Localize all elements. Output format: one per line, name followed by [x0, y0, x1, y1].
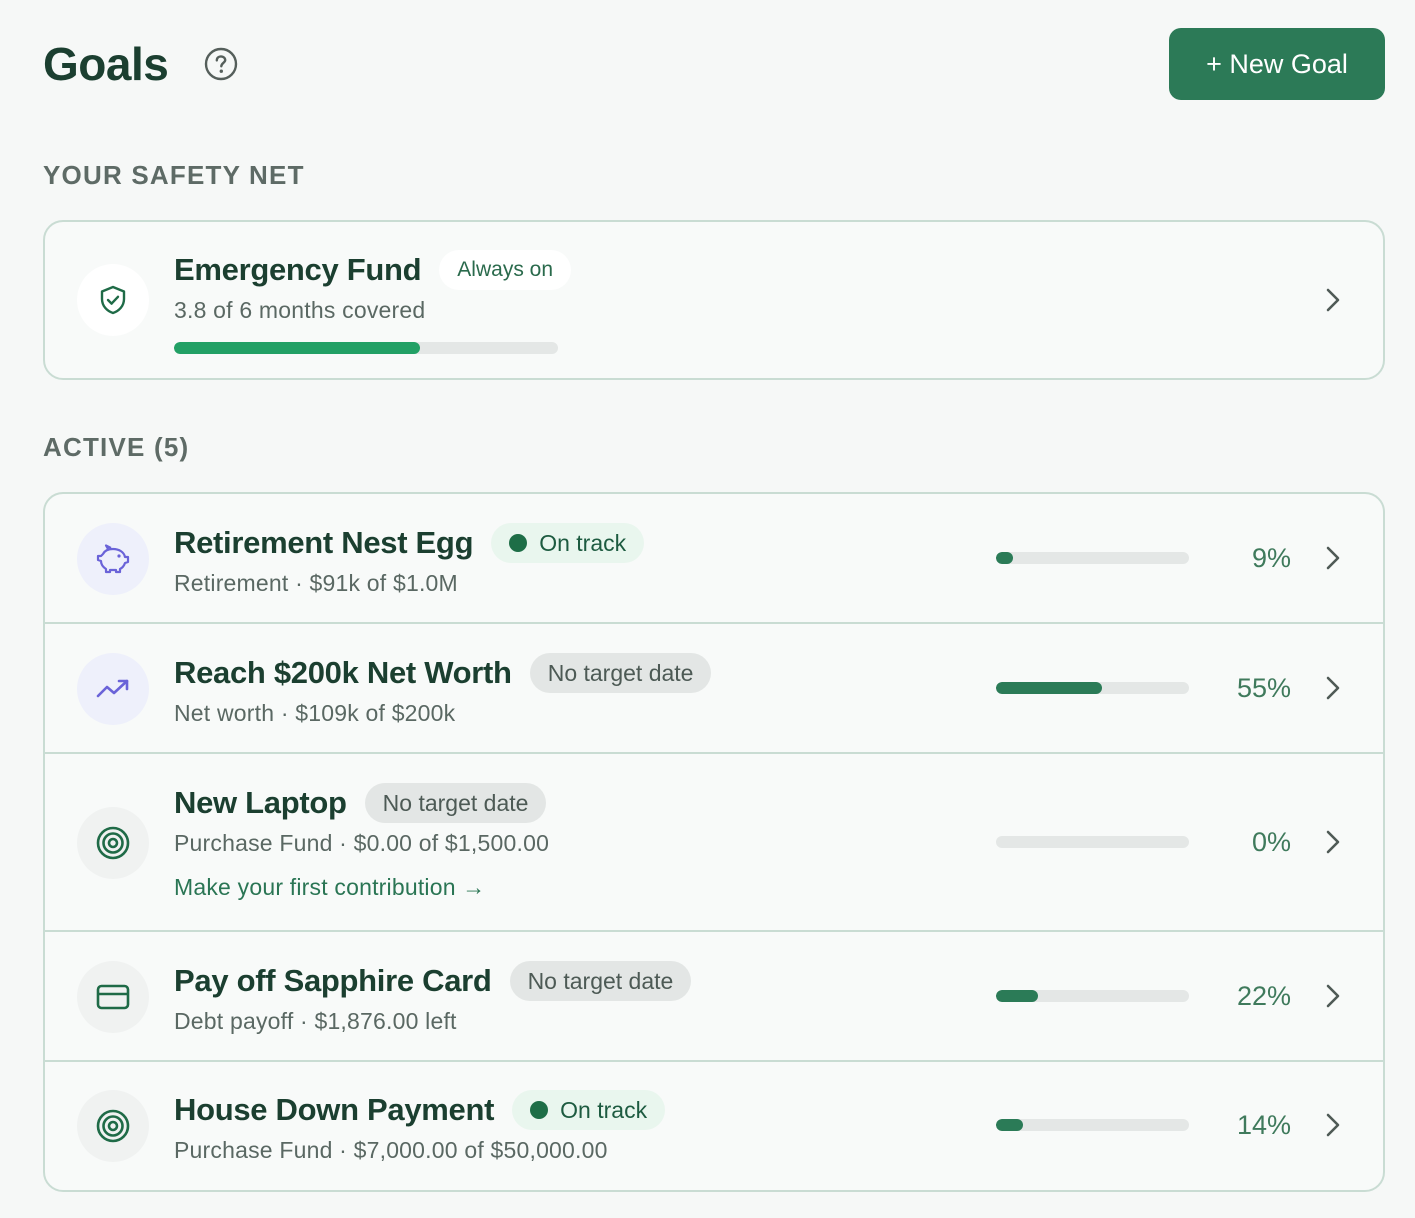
credit-card-icon	[77, 961, 149, 1033]
status-dot	[530, 1101, 549, 1119]
page-title: Goals	[43, 38, 169, 90]
trending-up-icon	[77, 653, 149, 725]
target-icon	[77, 1090, 149, 1162]
progress-fill	[996, 552, 1014, 564]
goal-title-line: Retirement Nest Egg On track	[174, 523, 645, 563]
goal-progress-bar	[996, 552, 1189, 564]
no-target-date-badge: No target date	[529, 653, 712, 693]
chevron-right-icon[interactable]	[1323, 674, 1343, 702]
emergency-fund-progress-bar	[174, 342, 558, 354]
no-target-date-badge: No target date	[509, 961, 692, 1001]
page-header: Goals + New Goal	[43, 28, 1385, 100]
goal-percent: 14%	[1236, 1110, 1291, 1140]
emergency-fund-title-line: Emergency Fund Always on	[174, 250, 572, 290]
on-track-badge: On track	[512, 1090, 666, 1130]
goal-percent: 55%	[1236, 673, 1291, 703]
new-goal-button[interactable]: + New Goal	[1169, 28, 1385, 100]
goal-row-new-laptop[interactable]: New Laptop No target date Purchase Fund …	[45, 754, 1383, 932]
chevron-right-icon[interactable]	[1323, 982, 1343, 1010]
goal-progress-bar	[996, 1119, 1189, 1131]
goal-row-retirement[interactable]: Retirement Nest Egg On track Retirement …	[45, 494, 1383, 624]
goal-subtitle: Debt payoff · $1,876.00 left	[174, 1008, 457, 1034]
goal-percent: 9%	[1251, 543, 1291, 573]
progress-fill	[996, 682, 1103, 694]
goal-title-line: Pay off Sapphire Card No target date	[174, 961, 692, 1001]
goal-progress-bar	[996, 990, 1189, 1002]
progress-fill	[174, 342, 420, 354]
goal-row-sapphire-card[interactable]: Pay off Sapphire Card No target date Deb…	[45, 932, 1383, 1062]
goal-title: Pay off Sapphire Card	[174, 963, 492, 998]
goal-title: Emergency Fund	[174, 252, 422, 287]
first-contribution-link[interactable]: Make your first contribution →	[174, 874, 486, 900]
chevron-right-icon[interactable]	[1323, 544, 1343, 572]
always-on-badge: Always on	[439, 250, 572, 290]
badge-label: On track	[560, 1096, 648, 1123]
goal-title: Retirement Nest Egg	[174, 525, 474, 560]
progress-fill	[996, 1119, 1024, 1131]
goal-title: House Down Payment	[174, 1092, 495, 1127]
target-icon	[77, 807, 149, 879]
goal-subtitle: Net worth · $109k of $200k	[174, 700, 456, 726]
goal-title-line: Reach $200k Net Worth No target date	[174, 653, 712, 693]
emergency-fund-subtitle: 3.8 of 6 months covered	[174, 297, 426, 323]
piggy-bank-icon	[77, 523, 149, 595]
active-goals-list: Retirement Nest Egg On track Retirement …	[43, 492, 1385, 1192]
goal-subtitle: Purchase Fund · $0.00 of $1,500.00	[174, 830, 550, 856]
goal-percent: 22%	[1236, 981, 1291, 1011]
goal-title: New Laptop	[174, 785, 347, 820]
goal-title: Reach $200k Net Worth	[174, 655, 512, 690]
goal-row-net-worth[interactable]: Reach $200k Net Worth No target date Net…	[45, 624, 1383, 754]
goal-subtitle: Purchase Fund · $7,000.00 of $50,000.00	[174, 1137, 608, 1163]
emergency-fund-card[interactable]: Emergency Fund Always on 3.8 of 6 months…	[43, 220, 1385, 380]
on-track-badge: On track	[491, 523, 645, 563]
goal-title-line: House Down Payment On track	[174, 1090, 666, 1130]
status-dot	[509, 534, 528, 552]
badge-label: On track	[539, 529, 627, 556]
chevron-right-icon[interactable]	[1323, 828, 1343, 856]
chevron-right-icon[interactable]	[1323, 286, 1343, 314]
goal-subtitle: Retirement · $91k of $1.0M	[174, 570, 458, 596]
goal-progress-bar	[996, 836, 1189, 848]
goal-progress-bar	[996, 682, 1189, 694]
chevron-right-icon[interactable]	[1323, 1111, 1343, 1139]
goal-row-house-down-payment[interactable]: House Down Payment On track Purchase Fun…	[45, 1062, 1383, 1190]
safety-net-section-label: YOUR SAFETY NET	[43, 160, 305, 190]
goal-percent: 0%	[1251, 827, 1291, 857]
help-circle-icon[interactable]	[204, 47, 238, 81]
goal-title-line: New Laptop No target date	[174, 783, 547, 823]
progress-fill	[996, 990, 1039, 1002]
shield-check-icon	[77, 264, 149, 336]
active-section-label: ACTIVE (5)	[43, 432, 190, 462]
no-target-date-badge: No target date	[364, 783, 547, 823]
